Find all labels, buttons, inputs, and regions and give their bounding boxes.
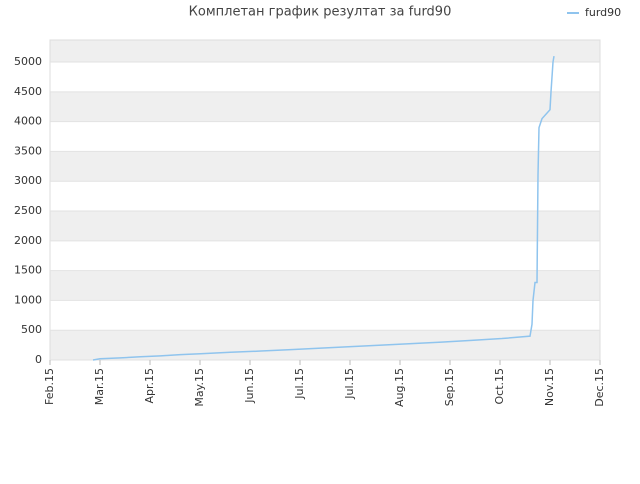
x-tick-label: Mar.15: [93, 368, 106, 405]
grid-band: [50, 40, 600, 63]
y-tick-label: 5000: [14, 55, 42, 68]
y-tick-label: 1500: [14, 264, 42, 277]
y-tick-label: 4000: [14, 115, 42, 128]
x-tick-label: Oct.15: [493, 368, 506, 405]
grid-band: [50, 91, 600, 122]
y-tick-label: 500: [21, 323, 42, 336]
y-tick-label: 4500: [14, 85, 42, 98]
y-tick-label: 0: [35, 353, 42, 366]
y-tick-label: 2000: [14, 234, 42, 247]
x-tick-label: Jul.15: [343, 368, 356, 400]
x-tick-label: Sep.15: [443, 368, 456, 406]
x-tick-label: Jun.15: [243, 368, 256, 404]
y-tick-label: 1000: [14, 293, 42, 306]
x-tick-label: Feb.15: [43, 368, 56, 405]
legend-label: furd90: [585, 6, 621, 19]
x-tick-label: May.15: [193, 368, 206, 407]
plot-frame: [49, 39, 601, 361]
grid-band: [50, 151, 600, 182]
grid-band: [50, 270, 600, 301]
x-tick-label: Aug.15: [393, 368, 406, 407]
chart-title: Комплетан график резултат за furd90: [189, 5, 452, 20]
x-tick-label: Jul.15: [293, 368, 306, 400]
y-tick-label: 3500: [14, 144, 42, 157]
data-line: [92, 55, 555, 361]
x-tick-label: Dec.15: [593, 368, 606, 407]
x-tick-label: Apr.15: [143, 368, 156, 404]
grid-band: [50, 211, 600, 241]
grid-band: [50, 330, 600, 360]
y-tick-label: 2500: [14, 204, 42, 217]
y-tick-label: 3000: [14, 174, 42, 187]
x-tick-label: Nov.15: [543, 368, 556, 406]
